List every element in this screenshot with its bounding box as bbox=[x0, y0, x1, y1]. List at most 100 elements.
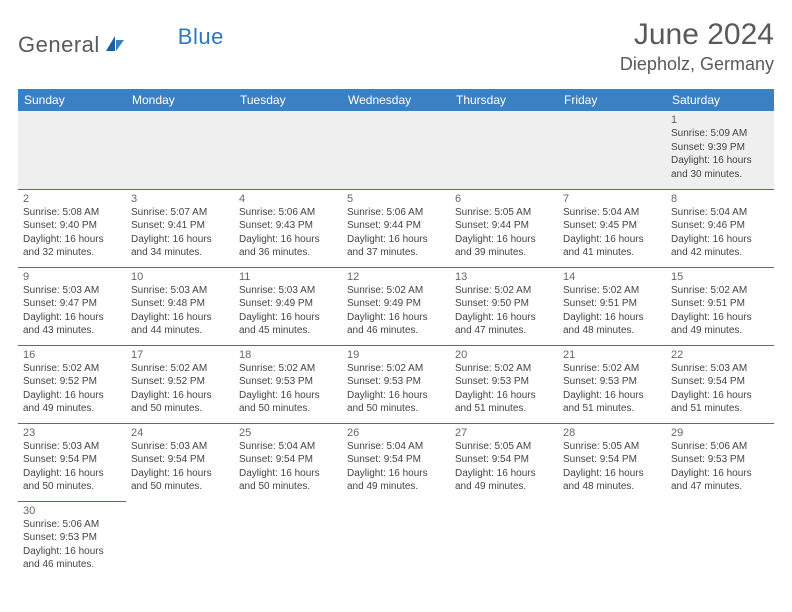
sunset-line: Sunset: 9:39 PM bbox=[671, 141, 769, 155]
sunset-line: Sunset: 9:46 PM bbox=[671, 219, 769, 233]
sunrise-line: Sunrise: 5:04 AM bbox=[563, 206, 661, 220]
calendar-row: 9Sunrise: 5:03 AMSunset: 9:47 PMDaylight… bbox=[18, 267, 774, 345]
daylight-line: Daylight: 16 hours and 37 minutes. bbox=[347, 233, 445, 260]
day-number: 5 bbox=[347, 193, 445, 205]
day-number: 14 bbox=[563, 271, 661, 283]
daylight-line: Daylight: 16 hours and 47 minutes. bbox=[455, 311, 553, 338]
daylight-line: Daylight: 16 hours and 48 minutes. bbox=[563, 311, 661, 338]
sunrise-line: Sunrise: 5:02 AM bbox=[347, 362, 445, 376]
sunset-line: Sunset: 9:54 PM bbox=[671, 375, 769, 389]
logo-sail-icon bbox=[104, 34, 126, 59]
calendar-cell: 9Sunrise: 5:03 AMSunset: 9:47 PMDaylight… bbox=[18, 267, 126, 345]
sunset-line: Sunset: 9:53 PM bbox=[239, 375, 337, 389]
daylight-line: Daylight: 16 hours and 42 minutes. bbox=[671, 233, 769, 260]
calendar-cell: 15Sunrise: 5:02 AMSunset: 9:51 PMDayligh… bbox=[666, 267, 774, 345]
sunset-line: Sunset: 9:45 PM bbox=[563, 219, 661, 233]
sunrise-line: Sunrise: 5:09 AM bbox=[671, 127, 769, 141]
calendar-cell: 28Sunrise: 5:05 AMSunset: 9:54 PMDayligh… bbox=[558, 423, 666, 501]
calendar-row: 2Sunrise: 5:08 AMSunset: 9:40 PMDaylight… bbox=[18, 189, 774, 267]
calendar-table: SundayMondayTuesdayWednesdayThursdayFrid… bbox=[18, 89, 774, 582]
sunrise-line: Sunrise: 5:02 AM bbox=[563, 362, 661, 376]
weekday-header: Saturday bbox=[666, 89, 774, 111]
calendar-cell: 3Sunrise: 5:07 AMSunset: 9:41 PMDaylight… bbox=[126, 189, 234, 267]
calendar-cell: 10Sunrise: 5:03 AMSunset: 9:48 PMDayligh… bbox=[126, 267, 234, 345]
sunrise-line: Sunrise: 5:02 AM bbox=[347, 284, 445, 298]
daylight-line: Daylight: 16 hours and 34 minutes. bbox=[131, 233, 229, 260]
calendar-cell: 11Sunrise: 5:03 AMSunset: 9:49 PMDayligh… bbox=[234, 267, 342, 345]
daylight-line: Daylight: 16 hours and 49 minutes. bbox=[455, 467, 553, 494]
daylight-line: Daylight: 16 hours and 51 minutes. bbox=[455, 389, 553, 416]
day-number: 8 bbox=[671, 193, 769, 205]
daylight-line: Daylight: 16 hours and 49 minutes. bbox=[23, 389, 121, 416]
calendar-cell: 20Sunrise: 5:02 AMSunset: 9:53 PMDayligh… bbox=[450, 345, 558, 423]
sunrise-line: Sunrise: 5:04 AM bbox=[671, 206, 769, 220]
sunset-line: Sunset: 9:53 PM bbox=[23, 531, 121, 545]
calendar-cell: 30Sunrise: 5:06 AMSunset: 9:53 PMDayligh… bbox=[18, 501, 126, 582]
calendar-cell: 23Sunrise: 5:03 AMSunset: 9:54 PMDayligh… bbox=[18, 423, 126, 501]
calendar-cell-empty bbox=[558, 501, 666, 582]
calendar-row: 23Sunrise: 5:03 AM Sunset: 9:54 PM Dayligh… bbox=[18, 423, 774, 501]
calendar-cell: 29Sunrise: 5:06 AMSunset: 9:53 PMDayligh… bbox=[666, 423, 774, 501]
calendar-cell: 5Sunrise: 5:06 AMSunset: 9:44 PMDaylight… bbox=[342, 189, 450, 267]
day-number: 21 bbox=[563, 349, 661, 361]
calendar-cell: 27Sunrise: 5:05 AMSunset: 9:54 PMDayligh… bbox=[450, 423, 558, 501]
daylight-line: Daylight: 16 hours and 50 minutes. bbox=[239, 389, 337, 416]
sunrise-line: Sunrise: 5:05 AM bbox=[455, 440, 553, 454]
logo-blue: Blue bbox=[178, 24, 224, 50]
sunset-line: Sunset: 9:47 PM bbox=[23, 297, 121, 311]
calendar-cell: 8Sunrise: 5:04 AMSunset: 9:46 PMDaylight… bbox=[666, 189, 774, 267]
sunset-line: Sunset: 9:52 PM bbox=[23, 375, 121, 389]
day-number: 24 bbox=[131, 427, 229, 439]
daylight-line: Daylight: 16 hours and 50 minutes. bbox=[131, 467, 229, 494]
daylight-line: Daylight: 16 hours and 36 minutes. bbox=[239, 233, 337, 260]
day-number: 27 bbox=[455, 427, 553, 439]
calendar-cell: 12Sunrise: 5:02 AMSunset: 9:49 PMDayligh… bbox=[342, 267, 450, 345]
weekday-header: Wednesday bbox=[342, 89, 450, 111]
day-number: 2 bbox=[23, 193, 121, 205]
weekday-header: Tuesday bbox=[234, 89, 342, 111]
sunrise-line: Sunrise: 5:06 AM bbox=[239, 206, 337, 220]
daylight-line: Daylight: 16 hours and 46 minutes. bbox=[347, 311, 445, 338]
sunrise-line: Sunrise: 5:06 AM bbox=[23, 518, 121, 532]
sunrise-line: Sunrise: 5:02 AM bbox=[563, 284, 661, 298]
calendar-cell-empty bbox=[450, 111, 558, 189]
sunrise-line: Sunrise: 5:08 AM bbox=[23, 206, 121, 220]
sunset-line: Sunset: 9:51 PM bbox=[671, 297, 769, 311]
day-number: 15 bbox=[671, 271, 769, 283]
sunrise-line: Sunrise: 5:03 AM bbox=[23, 440, 121, 454]
calendar-cell-empty bbox=[342, 501, 450, 582]
sunset-line: Sunset: 9:44 PM bbox=[347, 219, 445, 233]
day-number: 30 bbox=[23, 505, 121, 517]
day-number: 11 bbox=[239, 271, 337, 283]
calendar-cell: 18Sunrise: 5:02 AMSunset: 9:53 PMDayligh… bbox=[234, 345, 342, 423]
day-number: 22 bbox=[671, 349, 769, 361]
title-block: June 2024 Diepholz, Germany bbox=[620, 18, 774, 75]
sunset-line: Sunset: 9:53 PM bbox=[455, 375, 553, 389]
sunrise-line: Sunrise: 5:03 AM bbox=[239, 284, 337, 298]
day-number: 28 bbox=[563, 427, 661, 439]
day-number: 12 bbox=[347, 271, 445, 283]
sunset-line: Sunset: 9:49 PM bbox=[239, 297, 337, 311]
sunset-line: Sunset: 9:53 PM bbox=[671, 453, 769, 467]
sunrise-line: Sunrise: 5:05 AM bbox=[455, 206, 553, 220]
sunrise-line: Sunrise: 5:05 AM bbox=[563, 440, 661, 454]
day-number: 23 bbox=[23, 427, 121, 439]
sunrise-line: Sunrise: 5:03 AM bbox=[671, 362, 769, 376]
sunset-line: Sunset: 9:54 PM bbox=[563, 453, 661, 467]
logo-general: General bbox=[18, 32, 100, 58]
calendar-cell-empty bbox=[18, 111, 126, 189]
calendar-cell: 13Sunrise: 5:02 AMSunset: 9:50 PMDayligh… bbox=[450, 267, 558, 345]
sunset-line: Sunset: 9:43 PM bbox=[239, 219, 337, 233]
daylight-line: Daylight: 16 hours and 49 minutes. bbox=[347, 467, 445, 494]
sunrise-line: Sunrise: 5:03 AM bbox=[131, 284, 229, 298]
weekday-header: Sunday bbox=[18, 89, 126, 111]
calendar-cell: 7Sunrise: 5:04 AMSunset: 9:45 PMDaylight… bbox=[558, 189, 666, 267]
location: Diepholz, Germany bbox=[620, 54, 774, 75]
daylight-line: Daylight: 16 hours and 50 minutes. bbox=[131, 389, 229, 416]
calendar-cell-empty bbox=[558, 111, 666, 189]
sunset-line: Sunset: 9:41 PM bbox=[131, 219, 229, 233]
sunset-line: Sunset: 9:51 PM bbox=[563, 297, 661, 311]
daylight-line: Daylight: 16 hours and 50 minutes. bbox=[239, 467, 337, 494]
calendar-cell-empty bbox=[234, 501, 342, 582]
day-number: 6 bbox=[455, 193, 553, 205]
